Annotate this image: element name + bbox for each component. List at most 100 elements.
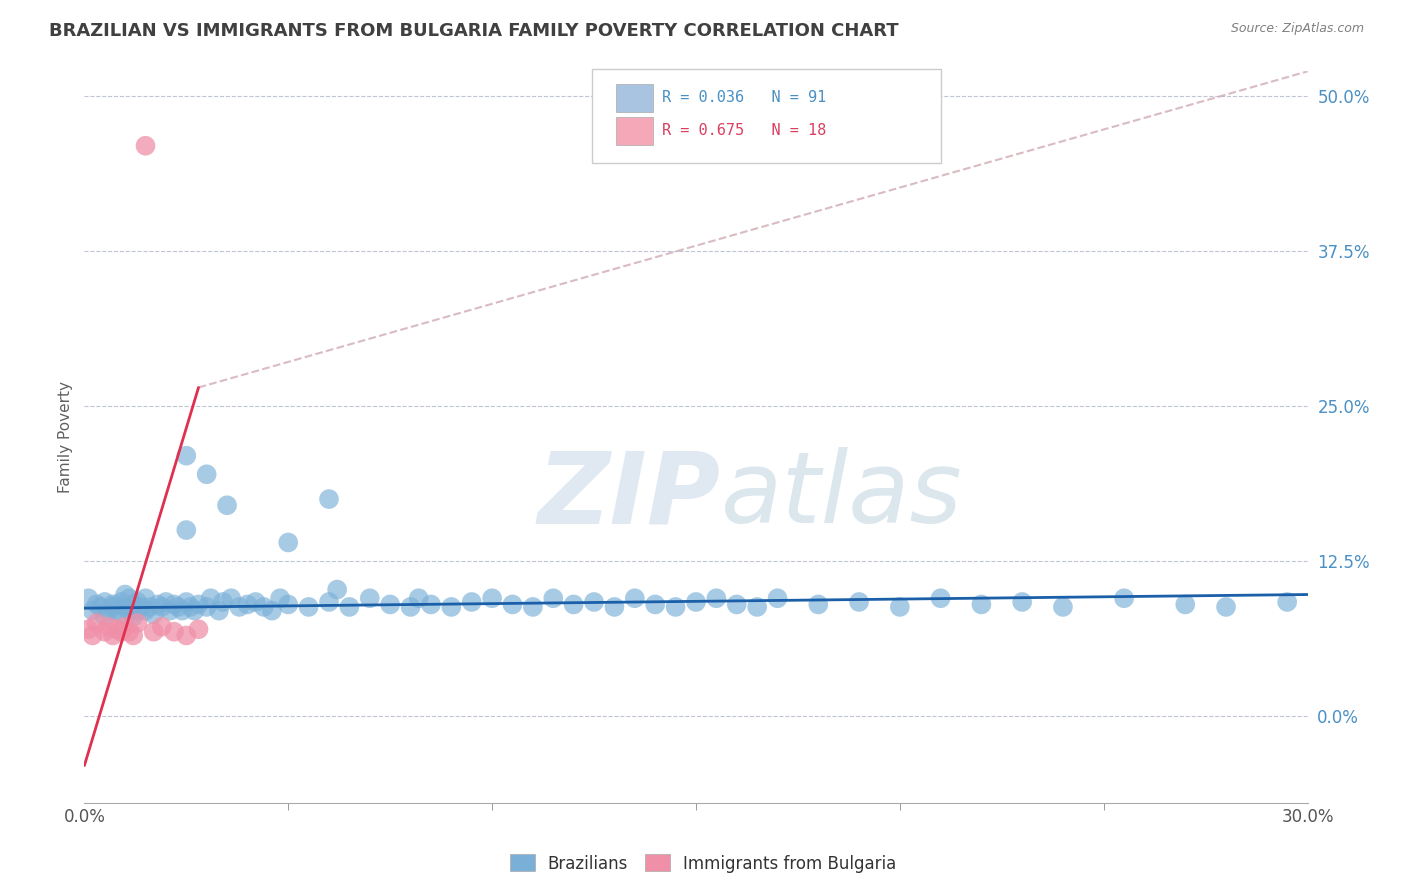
Text: R = 0.036   N = 91: R = 0.036 N = 91: [662, 90, 825, 105]
Point: [86, 615, 108, 630]
Point: [245, 595, 267, 609]
Point: [929, 591, 952, 606]
Text: R = 0.675   N = 18: R = 0.675 N = 18: [662, 123, 825, 138]
Point: [90, 599, 112, 614]
Point: [236, 598, 259, 612]
Point: [146, 598, 169, 612]
Point: [1277, 595, 1299, 609]
Point: [195, 599, 218, 614]
Point: [1052, 599, 1074, 614]
Point: [277, 598, 299, 612]
Point: [150, 599, 173, 614]
Point: [97, 604, 120, 618]
Point: [114, 599, 136, 614]
FancyBboxPatch shape: [616, 84, 654, 112]
Point: [77, 591, 100, 606]
Point: [101, 599, 124, 614]
Point: [118, 624, 141, 639]
Point: [187, 598, 209, 612]
Point: [260, 604, 283, 618]
Point: [131, 599, 153, 614]
Point: [122, 610, 145, 624]
Point: [298, 599, 321, 614]
Point: [86, 598, 108, 612]
Point: [195, 467, 218, 482]
Point: [543, 591, 565, 606]
Point: [706, 591, 728, 606]
Point: [122, 598, 145, 612]
Point: [208, 604, 231, 618]
Point: [408, 591, 430, 606]
Y-axis label: Family Poverty: Family Poverty: [58, 381, 73, 493]
Text: BRAZILIAN VS IMMIGRANTS FROM BULGARIA FAMILY POVERTY CORRELATION CHART: BRAZILIAN VS IMMIGRANTS FROM BULGARIA FA…: [49, 22, 898, 40]
Point: [82, 628, 104, 642]
Point: [583, 595, 606, 609]
Point: [179, 599, 201, 614]
Point: [1174, 598, 1197, 612]
Point: [200, 591, 222, 606]
Point: [665, 599, 688, 614]
Point: [127, 604, 149, 618]
Point: [183, 604, 205, 618]
Point: [217, 498, 239, 512]
Point: [135, 591, 157, 606]
Point: [110, 595, 132, 609]
Point: [138, 599, 160, 614]
Point: [228, 599, 250, 614]
Point: [163, 624, 186, 639]
Point: [127, 615, 149, 630]
Point: [253, 599, 276, 614]
Point: [970, 598, 993, 612]
Text: atlas: atlas: [720, 447, 962, 544]
Point: [848, 595, 870, 609]
Point: [807, 598, 830, 612]
Point: [118, 591, 141, 606]
Point: [277, 535, 299, 549]
Point: [174, 449, 197, 463]
Point: [624, 591, 647, 606]
Point: [326, 582, 349, 597]
Point: [110, 607, 132, 622]
Point: [82, 604, 104, 618]
Point: [502, 598, 524, 612]
Point: [318, 595, 340, 609]
Point: [747, 599, 769, 614]
Point: [135, 138, 157, 153]
Point: [380, 598, 402, 612]
Point: [318, 491, 340, 506]
Point: [174, 595, 197, 609]
Point: [93, 595, 115, 609]
FancyBboxPatch shape: [616, 117, 654, 145]
Point: [461, 595, 484, 609]
Point: [522, 599, 544, 614]
Point: [174, 628, 197, 642]
Point: [105, 622, 128, 636]
Point: [766, 591, 789, 606]
Point: [167, 599, 190, 614]
Point: [269, 591, 291, 606]
FancyBboxPatch shape: [592, 70, 941, 163]
Point: [172, 604, 194, 618]
Point: [127, 595, 149, 609]
Point: [212, 595, 235, 609]
Point: [114, 588, 136, 602]
Text: ZIP: ZIP: [537, 447, 720, 544]
Point: [163, 598, 186, 612]
Point: [481, 591, 503, 606]
Point: [114, 620, 136, 634]
Point: [142, 624, 165, 639]
Point: [725, 598, 748, 612]
Point: [1215, 599, 1237, 614]
Point: [122, 628, 145, 642]
Point: [889, 599, 911, 614]
Legend: Brazilians, Immigrants from Bulgaria: Brazilians, Immigrants from Bulgaria: [503, 847, 903, 880]
Text: Source: ZipAtlas.com: Source: ZipAtlas.com: [1230, 22, 1364, 36]
Point: [562, 598, 585, 612]
Point: [101, 598, 124, 612]
Point: [155, 595, 177, 609]
Point: [187, 622, 209, 636]
Point: [135, 604, 157, 618]
Point: [101, 628, 124, 642]
Point: [1011, 595, 1033, 609]
Point: [97, 620, 120, 634]
